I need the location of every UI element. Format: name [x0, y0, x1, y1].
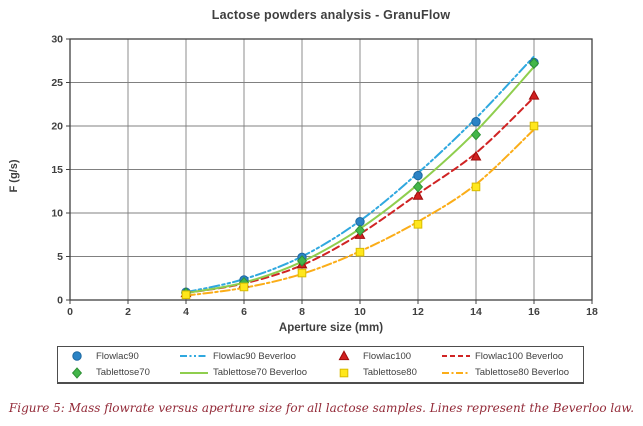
data-point-tablettose80 — [413, 220, 423, 229]
figure-caption: Figure 5: Mass flowrate versus aperture … — [8, 401, 635, 415]
legend-item-tablettose70-beverloo: Tablettose70 Beverloo — [175, 365, 325, 381]
y-axis-label: F (g/s) — [8, 159, 20, 193]
x-tick-label: 12 — [412, 306, 424, 318]
legend-item-flowlac90: Flowlac90 — [58, 348, 175, 364]
data-point-flowlac100 — [470, 150, 482, 161]
data-point-tablettose70 — [528, 57, 540, 70]
legend-label: Flowlac90 — [96, 350, 139, 362]
x-tick-label: 2 — [125, 306, 131, 318]
y-tick-label: 20 — [51, 121, 63, 133]
legend-item-flowlac90-beverloo: Flowlac90 Beverloo — [175, 348, 325, 364]
data-point-flowlac90 — [471, 116, 481, 127]
legend-label: Flowlac100 Beverloo — [475, 350, 564, 362]
legend-item-tablettose80-beverloo: Tablettose80 Beverloo — [437, 365, 583, 381]
y-tick-label: 15 — [51, 164, 63, 176]
x-axis-label: Aperture size (mm) — [278, 322, 384, 334]
data-point-tablettose70 — [412, 181, 424, 193]
x-tick-label: 10 — [354, 306, 366, 318]
legend-item-tablettose80: Tablettose80 — [325, 365, 437, 381]
x-tick-label: 0 — [67, 306, 73, 318]
legend-label: Tablettose70 — [96, 367, 150, 379]
x-tick-label: 14 — [470, 306, 482, 318]
x-tick-label: 18 — [586, 306, 598, 318]
x-tick-label: 8 — [299, 306, 305, 318]
y-tick-label: 25 — [51, 77, 63, 89]
data-point-tablettose80 — [529, 121, 539, 131]
legend-item-flowlac100: Flowlac100 — [325, 348, 437, 364]
legend-label: Tablettose80 Beverloo — [475, 367, 570, 379]
legend-symbol-line-flowlac90-beverloo-icon — [175, 350, 213, 362]
legend-symbol-circle-flowlac90-icon — [58, 350, 96, 362]
data-point-tablettose80 — [239, 282, 249, 292]
data-point-tablettose70 — [470, 128, 482, 141]
legend-label: Tablettose80 — [363, 367, 417, 379]
chart-title: Lactose powders analysis - GranuFlow — [211, 8, 451, 22]
data-point-flowlac90 — [355, 217, 365, 227]
y-tick-label: 10 — [51, 208, 63, 220]
y-tick-label: 30 — [51, 34, 63, 46]
legend-symbol-triangle-flowlac100-icon — [325, 350, 363, 362]
data-point-tablettose70 — [354, 224, 366, 237]
legend-symbol-diamond-tablettose70-icon — [58, 366, 96, 379]
legend-item-tablettose70: Tablettose70 — [58, 365, 175, 381]
data-point-tablettose70 — [296, 255, 308, 267]
data-point-flowlac100 — [528, 89, 540, 100]
x-tick-label: 6 — [241, 306, 247, 318]
chart-plot-area: 0 2 4 6 8 10 12 14 16 18 0 5 10 15 20 25 30 — [51, 34, 598, 319]
data-point-tablettose80 — [471, 182, 481, 192]
legend-label: Flowlac100 — [363, 350, 412, 362]
legend-symbol-line-flowlac100-beverloo-icon — [437, 350, 475, 362]
legend-symbol-square-tablettose80-icon — [325, 367, 363, 379]
legend: Flowlac90 Flowlac90 Beverloo Flowlac100 Flo… — [57, 346, 584, 384]
legend-item-flowlac100-beverloo: Flowlac100 Beverloo — [437, 348, 583, 364]
legend-label: Tablettose70 Beverloo — [213, 367, 308, 379]
x-tick-label: 16 — [528, 306, 540, 318]
data-point-tablettose80 — [297, 268, 307, 278]
legend-symbol-line-tablettose80-beverloo-icon — [437, 367, 475, 379]
data-point-flowlac90 — [413, 170, 423, 181]
data-point-tablettose80 — [355, 247, 365, 257]
data-point-tablettose80 — [181, 290, 191, 300]
y-tick-label: 0 — [57, 295, 63, 307]
legend-symbol-line-tablettose70-beverloo-icon — [175, 367, 213, 379]
y-tick-label: 5 — [57, 251, 63, 263]
data-point-flowlac100 — [412, 189, 424, 200]
x-tick-label: 4 — [183, 306, 189, 318]
legend-label: Flowlac90 Beverloo — [213, 350, 296, 362]
